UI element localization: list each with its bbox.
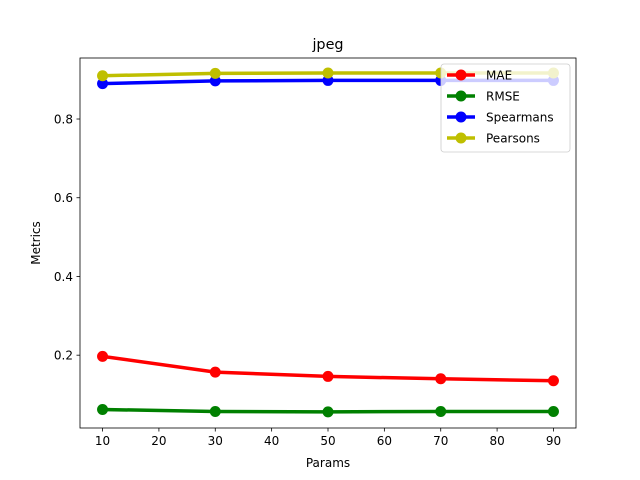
legend-marker-rmse [455, 90, 467, 102]
x-tick-label: 80 [489, 434, 504, 448]
data-point-rmse [209, 405, 221, 417]
x-tick-label: 20 [151, 434, 166, 448]
legend-label-mae: MAE [486, 69, 512, 83]
data-point-spearmans [97, 78, 109, 90]
x-tick-label: 60 [377, 434, 392, 448]
legend-label-pearsons: Pearsons [486, 132, 540, 146]
x-tick-label: 70 [433, 434, 448, 448]
y-tick-label: 0.6 [54, 191, 73, 205]
legend-box [440, 63, 571, 153]
data-point-rmse [435, 405, 447, 417]
legend: MAE RMSE Spearmans Pearsons [440, 63, 571, 153]
data-point-mae [209, 366, 221, 378]
x-tick-label: 30 [208, 434, 223, 448]
data-point-mae [435, 373, 447, 385]
data-point-rmse [322, 406, 334, 418]
x-tick-label: 40 [264, 434, 279, 448]
data-point-rmse [547, 405, 559, 417]
data-point-rmse [97, 404, 109, 415]
y-tick-label: 0.4 [54, 270, 73, 284]
legend-marker-pearsons [455, 132, 467, 144]
data-point-mae [97, 350, 109, 362]
x-tick-label: 10 [95, 434, 110, 448]
x-tick-label: 90 [546, 434, 561, 448]
y-axis-label: Metrics [29, 221, 43, 265]
legend-marker-mae [455, 69, 467, 81]
x-axis-label: Params [306, 456, 350, 470]
x-tick-label: 50 [320, 434, 335, 448]
plot-frame [79, 57, 577, 429]
data-point-pearsons [209, 67, 221, 79]
axis-ticks: 10 20 30 40 50 60 70 80 90 0.2 0.4 0.6 0.8 [54, 113, 561, 448]
y-tick-label: 0.8 [54, 113, 73, 127]
legend-label-spearmans: Spearmans [486, 111, 554, 125]
chart-title: jpeg [311, 37, 343, 53]
data-point-mae [547, 375, 559, 387]
data-point-mae [322, 370, 334, 382]
legend-marker-spearmans [455, 111, 467, 123]
data-point-pearsons [97, 70, 109, 82]
legend-label-rmse: RMSE [486, 90, 520, 104]
data-point-pearsons [322, 67, 334, 79]
y-tick-label: 0.2 [54, 349, 73, 363]
